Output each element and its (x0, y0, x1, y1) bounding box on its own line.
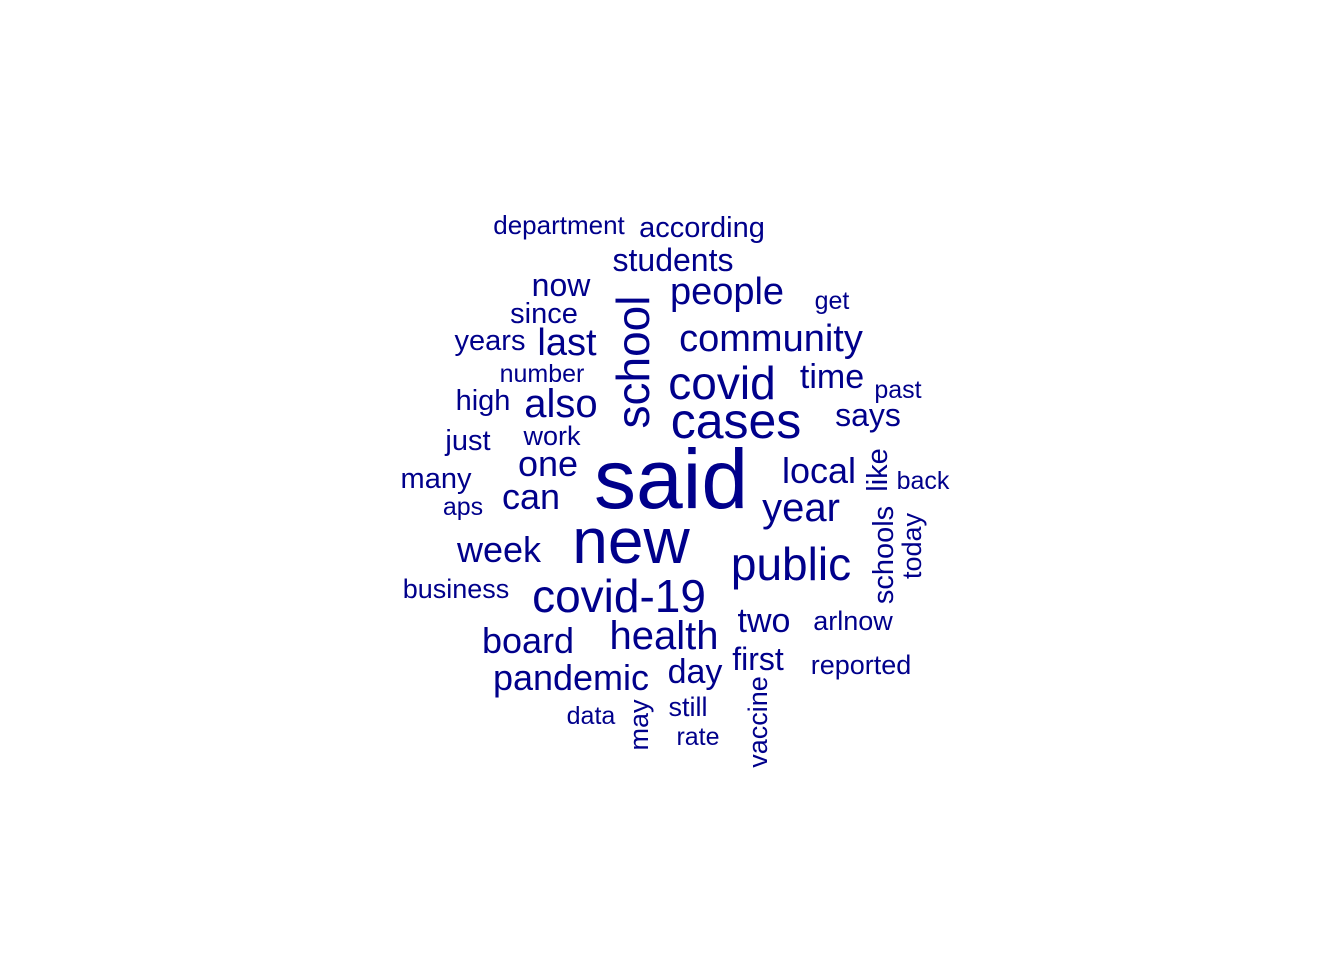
word-covid-19: covid-19 (532, 570, 706, 622)
word-just: just (444, 425, 490, 457)
word-community: community (679, 318, 863, 360)
word-back: back (897, 467, 950, 495)
word-new: new (572, 505, 690, 577)
word-many: many (401, 463, 472, 495)
word-like: like (862, 448, 894, 492)
word-years: years (455, 325, 526, 357)
word-public: public (731, 538, 851, 590)
word-rate: rate (676, 723, 719, 751)
word-people: people (670, 271, 784, 313)
word-reported: reported (811, 650, 912, 680)
word-also: also (524, 382, 597, 426)
word-since: since (510, 298, 578, 330)
word-students: students (613, 242, 734, 278)
word-aps: aps (443, 493, 483, 521)
word-now: now (532, 267, 592, 303)
word-work: work (522, 421, 581, 451)
word-covid: covid (668, 357, 775, 409)
word-data: data (567, 702, 616, 730)
word-can: can (502, 476, 560, 517)
word-cases: cases (671, 393, 802, 449)
word-number: number (500, 360, 585, 388)
word-health: health (610, 614, 719, 658)
word-first: first (732, 641, 784, 677)
word-pandemic: pandemic (493, 657, 649, 698)
word-board: board (482, 620, 574, 661)
word-arlnow: arlnow (813, 606, 893, 636)
word-cloud-words: said new cases covid-19 public covid sch… (401, 210, 950, 768)
word-may: may (624, 699, 654, 751)
word-school: school (607, 296, 659, 429)
word-past: past (874, 376, 921, 404)
word-two: two (738, 602, 791, 640)
word-schools: schools (868, 506, 900, 604)
word-high: high (456, 385, 511, 417)
word-still: still (669, 692, 708, 722)
word-one: one (518, 443, 578, 484)
word-vaccine: vaccine (743, 676, 773, 768)
word-year: year (762, 486, 840, 530)
word-according: according (639, 212, 765, 244)
word-day: day (668, 653, 723, 691)
word-week: week (456, 529, 542, 570)
word-said: said (594, 432, 748, 526)
word-business: business (403, 574, 510, 604)
word-time: time (800, 358, 864, 396)
word-department: department (493, 210, 625, 240)
word-last: last (537, 322, 597, 364)
word-says: says (835, 397, 901, 433)
word-local: local (782, 450, 856, 491)
word-today: today (897, 512, 927, 579)
word-get: get (815, 287, 850, 315)
